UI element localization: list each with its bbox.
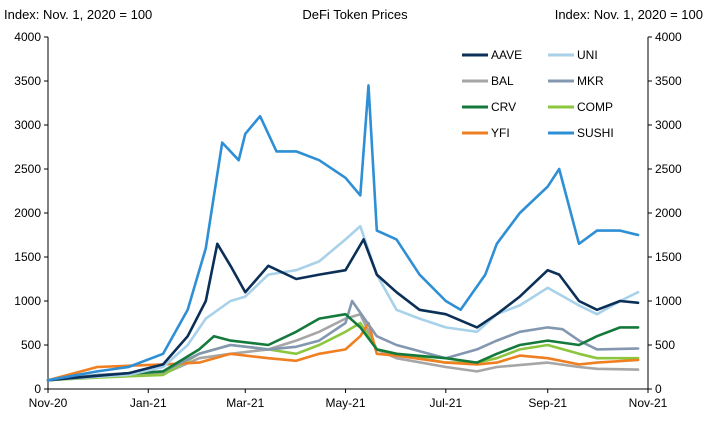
chart-title: DeFi Token Prices <box>302 7 408 22</box>
axes: 0 0 500 500 1000 1000 1500 1500 2000 2000 2500 2500… <box>14 30 682 410</box>
left-y-tick-label: 0 <box>34 382 41 396</box>
left-y-tick-label: 3000 <box>14 118 41 132</box>
x-tick-label: Nov-20 <box>29 396 68 410</box>
left-axis-label: Index: Nov. 1, 2020 = 100 <box>4 7 152 22</box>
right-y-tick-label: 1000 <box>655 294 682 308</box>
legend: AAVE UNI BAL MKR CRV COMP YFI SUSHI <box>462 48 614 140</box>
right-y-tick-label: 4000 <box>655 30 682 44</box>
right-y-tick-label: 500 <box>655 338 675 352</box>
left-y-tick-label: 2500 <box>14 162 41 176</box>
legend-label-comp: COMP <box>577 100 613 114</box>
left-y-tick-label: 4000 <box>14 30 41 44</box>
right-y-tick-label: 2500 <box>655 162 682 176</box>
legend-label-bal: BAL <box>491 74 514 88</box>
left-y-tick-label: 500 <box>21 338 41 352</box>
legend-label-aave: AAVE <box>491 48 522 62</box>
x-tick-label: Jan-21 <box>130 396 167 410</box>
legend-label-mkr: MKR <box>577 74 604 88</box>
x-tick-label: Nov-21 <box>629 396 668 410</box>
right-axis-label: Index: Nov. 1, 2020 = 100 <box>555 7 703 22</box>
x-tick-label: Jul-21 <box>429 396 462 410</box>
x-tick-label: Sep-21 <box>528 396 567 410</box>
left-y-tick-label: 1000 <box>14 294 41 308</box>
x-tick-label: Mar-21 <box>226 396 264 410</box>
right-y-tick-label: 3500 <box>655 74 682 88</box>
right-y-tick-label: 3000 <box>655 118 682 132</box>
left-y-tick-label: 2000 <box>14 206 41 220</box>
right-y-tick-label: 2000 <box>655 206 682 220</box>
series-line-aave <box>46 238 640 382</box>
legend-label-uni: UNI <box>577 48 598 62</box>
right-y-tick-label: 0 <box>655 382 662 396</box>
series-lines <box>46 84 640 382</box>
series-line-uni <box>46 224 640 382</box>
series-line-mkr <box>46 299 640 382</box>
series-line-crv <box>46 312 640 382</box>
right-y-tick-label: 1500 <box>655 250 682 264</box>
left-y-tick-label: 1500 <box>14 250 41 264</box>
series-line-sushi <box>46 84 640 382</box>
legend-label-yfi: YFI <box>491 126 510 140</box>
x-tick-label: May-21 <box>326 396 366 410</box>
legend-label-crv: CRV <box>491 100 516 114</box>
legend-label-sushi: SUSHI <box>577 126 614 140</box>
left-y-tick-label: 3500 <box>14 74 41 88</box>
